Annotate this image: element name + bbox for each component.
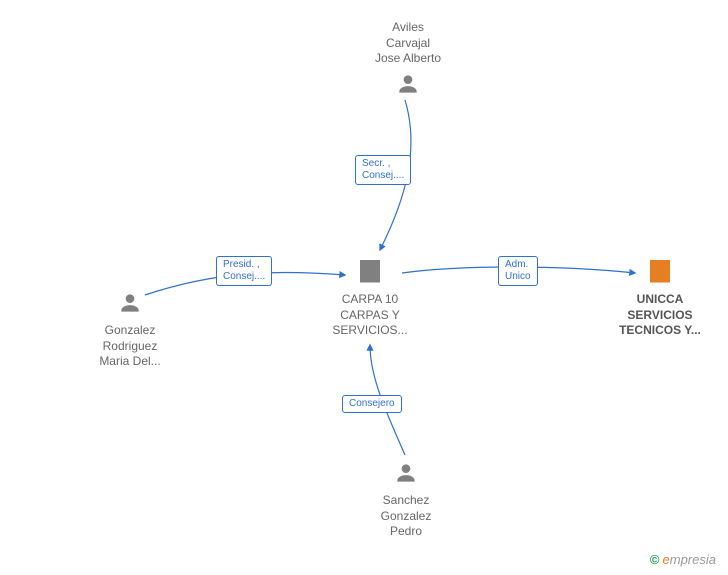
node-label-gonzalez: Gonzalez Rodriguez Maria Del... xyxy=(70,323,190,370)
node-label-unicca: UNICCA SERVICIOS TECNICOS Y... xyxy=(600,292,720,339)
edge-label-gonzalez-carpa: Presid. , Consej.... xyxy=(216,256,272,286)
building-icon xyxy=(355,255,385,285)
person-icon xyxy=(117,290,143,316)
node-unicca[interactable]: UNICCA SERVICIOS TECNICOS Y... xyxy=(600,255,720,339)
watermark: ©empresia xyxy=(650,552,716,567)
node-label-carpa: CARPA 10 CARPAS Y SERVICIOS... xyxy=(310,292,430,339)
person-icon xyxy=(395,71,421,97)
building-icon xyxy=(645,255,675,285)
copyright-icon: © xyxy=(650,552,660,567)
person-icon xyxy=(393,460,419,486)
edge-label-sanchez-carpa: Consejero xyxy=(342,395,402,413)
node-label-aviles: Aviles Carvajal Jose Alberto xyxy=(348,20,468,67)
edge-label-aviles-carpa: Secr. , Consej.... xyxy=(355,155,411,185)
node-carpa[interactable]: CARPA 10 CARPAS Y SERVICIOS... xyxy=(310,255,430,339)
node-sanchez[interactable]: Sanchez Gonzalez Pedro xyxy=(346,460,466,540)
node-aviles[interactable]: Aviles Carvajal Jose Alberto xyxy=(348,18,468,102)
edge-label-carpa-unicca: Adm. Unico xyxy=(498,256,538,286)
node-gonzalez[interactable]: Gonzalez Rodriguez Maria Del... xyxy=(70,290,190,370)
node-label-sanchez: Sanchez Gonzalez Pedro xyxy=(346,493,466,540)
